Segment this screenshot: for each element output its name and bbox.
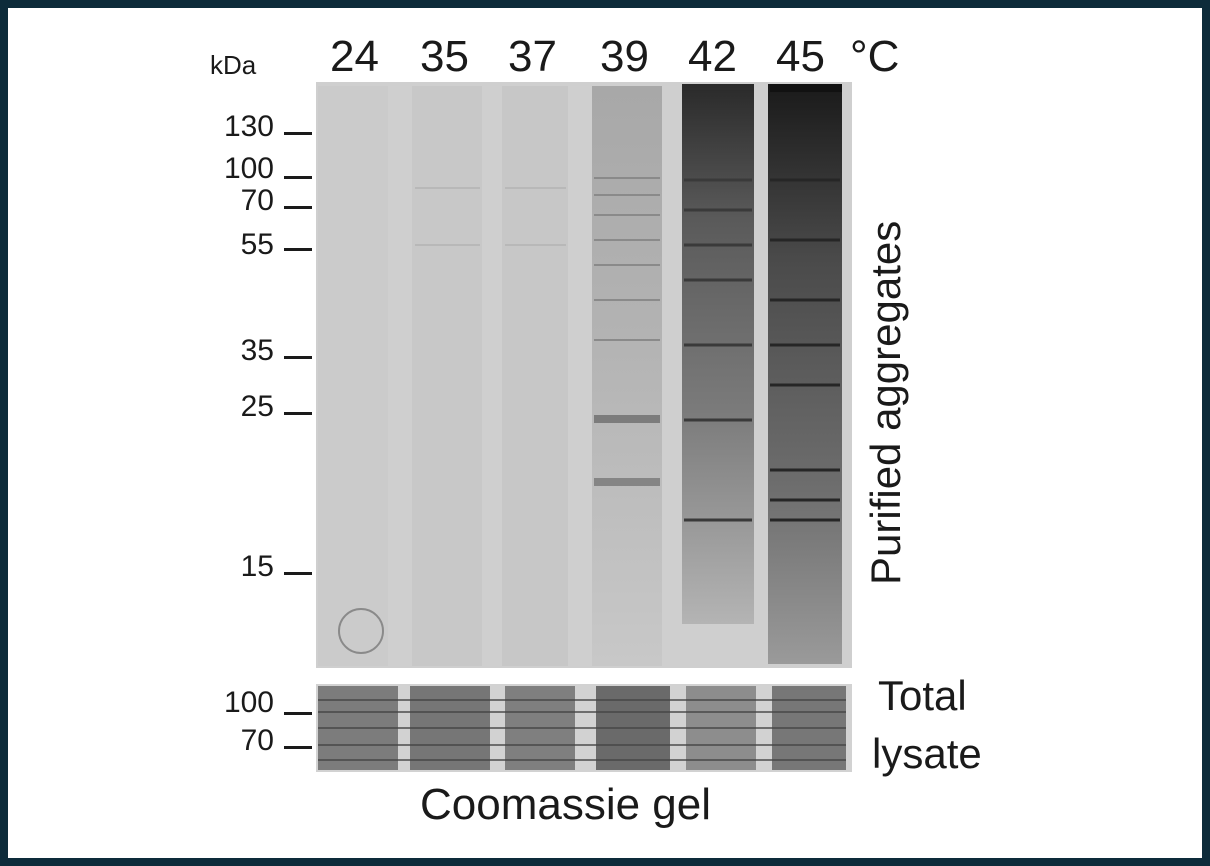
marker-label-35: 35 <box>240 334 274 367</box>
unit-celsius-label: °C <box>850 32 900 81</box>
marker-label-70: 70 <box>240 184 274 217</box>
marker-tick-100 <box>284 176 312 179</box>
marker-label-15: 15 <box>240 550 274 583</box>
total-label: Total <box>878 672 967 719</box>
marker-tick-130 <box>284 132 312 135</box>
marker-label-100: 100 <box>223 152 274 185</box>
lane-39 <box>592 86 662 666</box>
lane-label-35: 35 <box>420 32 469 81</box>
marker-label-bottom-70: 70 <box>240 724 274 757</box>
gel-top <box>316 82 852 668</box>
marker-tick-35 <box>284 356 312 359</box>
marker-tick-bottom-100 <box>284 712 312 715</box>
marker-label-25: 25 <box>240 390 274 423</box>
lane-label-42: 42 <box>688 32 737 81</box>
marker-label-bottom-100: 100 <box>223 686 274 719</box>
lysate-label: lysate <box>872 730 982 777</box>
marker-label-130: 130 <box>223 110 274 143</box>
marker-tick-55 <box>284 248 312 251</box>
unit-kda-label: kDa <box>210 50 257 80</box>
lane-45 <box>768 84 842 664</box>
marker-label-55: 55 <box>240 228 274 261</box>
marker-tick-70 <box>284 206 312 209</box>
marker-tick-15 <box>284 572 312 575</box>
lane-42 <box>682 84 754 624</box>
marker-tick-25 <box>284 412 312 415</box>
purified-aggregates-label: Purified aggregates <box>862 220 909 585</box>
lane-label-45: 45 <box>776 32 825 81</box>
marker-tick-bottom-70 <box>284 746 312 749</box>
lane-label-24: 24 <box>330 32 379 81</box>
lane-label-39: 39 <box>600 32 649 81</box>
lane-label-37: 37 <box>508 32 557 81</box>
figure-caption: Coomassie gel <box>420 780 712 829</box>
